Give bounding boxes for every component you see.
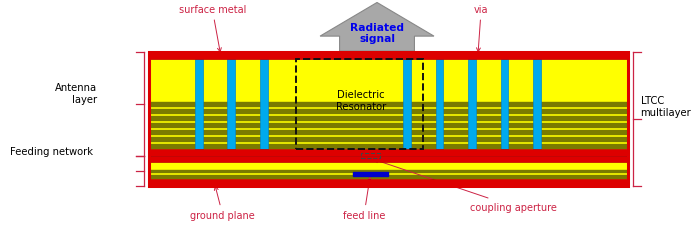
- Polygon shape: [320, 3, 434, 52]
- Text: Feeding network: Feeding network: [10, 146, 92, 156]
- Text: feed line: feed line: [343, 178, 385, 220]
- Bar: [149, 60, 628, 150]
- Bar: [352, 172, 389, 176]
- Bar: [435, 60, 443, 150]
- Bar: [149, 103, 628, 106]
- Bar: [149, 179, 628, 186]
- Text: ground plane: ground plane: [190, 186, 255, 220]
- Bar: [149, 110, 628, 113]
- Bar: [361, 154, 380, 159]
- Bar: [227, 60, 235, 150]
- Bar: [149, 123, 628, 127]
- Text: Antenna
layer: Antenna layer: [55, 83, 97, 104]
- Text: via: via: [474, 5, 489, 52]
- Text: LTCC
multilayer: LTCC multilayer: [640, 95, 691, 117]
- Bar: [260, 60, 268, 150]
- Bar: [403, 60, 411, 150]
- Bar: [149, 170, 628, 172]
- Bar: [195, 60, 203, 150]
- Bar: [468, 60, 476, 150]
- Bar: [149, 117, 628, 120]
- Text: coupling aperture: coupling aperture: [374, 159, 557, 212]
- Bar: [149, 176, 628, 178]
- Bar: [149, 156, 628, 163]
- Bar: [533, 60, 541, 150]
- Bar: [149, 53, 628, 60]
- Bar: [149, 53, 628, 186]
- Bar: [149, 137, 628, 141]
- Text: surface metal: surface metal: [179, 5, 246, 53]
- Bar: [149, 144, 628, 148]
- Bar: [296, 60, 423, 150]
- Bar: [149, 150, 628, 156]
- Bar: [500, 60, 508, 150]
- Text: Dielectric
Resonator: Dielectric Resonator: [336, 90, 386, 111]
- Text: Radiated
signal: Radiated signal: [350, 23, 404, 44]
- Bar: [149, 130, 628, 134]
- Bar: [149, 163, 628, 179]
